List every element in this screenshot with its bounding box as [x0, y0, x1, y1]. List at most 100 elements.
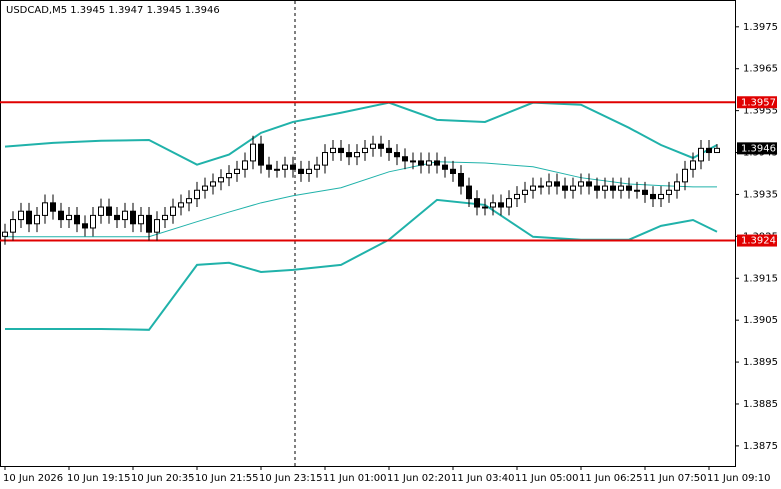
price-tag-label: 1.3957 — [741, 97, 776, 108]
candle-body — [146, 214, 152, 233]
candle-body — [98, 206, 104, 216]
candle-body — [258, 143, 264, 166]
candle-body — [650, 193, 656, 200]
candle-body — [290, 164, 296, 170]
candle-body — [34, 214, 40, 225]
price-tag — [737, 96, 777, 109]
candle-body — [394, 152, 400, 158]
band-line — [5, 161, 717, 238]
candle-body — [10, 219, 16, 233]
x-tick-label: 10 Jun 21:55 — [195, 473, 259, 484]
candle-body — [690, 160, 696, 170]
candle-body — [538, 185, 544, 188]
candle-body — [378, 143, 384, 149]
candle-body — [666, 189, 672, 195]
x-tick-label: 10 Jun 20:35 — [131, 473, 195, 484]
candle-body — [682, 168, 688, 183]
candle-body — [82, 223, 88, 229]
x-tick-label: 11 Jun 05:00 — [515, 473, 579, 484]
band-line — [4, 101, 718, 166]
candle-body — [162, 214, 168, 221]
candle-body — [114, 214, 120, 221]
candle-body — [506, 198, 512, 208]
candle-body — [562, 185, 568, 191]
candle-body — [330, 147, 336, 154]
price-tag-label: 1.3924 — [741, 236, 776, 247]
y-tick-label: 1.3905 — [743, 315, 778, 326]
y-tick-label: 1.3885 — [743, 399, 778, 410]
candle-body — [122, 210, 128, 221]
candle-body — [490, 202, 496, 208]
candle-body — [186, 198, 192, 204]
candle-body — [482, 206, 488, 209]
candle-body — [226, 172, 232, 179]
candle-body — [242, 160, 248, 170]
candle-body — [266, 164, 272, 170]
candle-body — [50, 202, 56, 212]
price-tag-label: 1.3946 — [741, 143, 776, 154]
candle-body — [706, 147, 712, 154]
candle-body — [674, 181, 680, 191]
y-tick-label: 1.3955 — [743, 106, 778, 117]
candle-body — [522, 189, 528, 195]
candle-body — [250, 143, 256, 162]
candle-body — [66, 214, 72, 221]
x-tick-label: 10 Jun 19:15 — [67, 473, 131, 484]
x-tick-label: 10 Jun 2026 — [3, 473, 63, 484]
y-tick-label: 1.3895 — [743, 357, 778, 368]
candle-body — [610, 185, 616, 191]
candle-body — [618, 185, 624, 191]
candle-body — [338, 147, 344, 154]
candle-body — [178, 202, 184, 208]
candle-body — [410, 160, 416, 163]
candle-body — [18, 210, 24, 221]
candle-body — [642, 189, 648, 195]
candle-body — [234, 168, 240, 174]
x-tick-label: 11 Jun 06:25 — [579, 473, 643, 484]
candle-body — [154, 219, 160, 233]
candle-body — [450, 168, 456, 174]
candle-body — [626, 185, 632, 191]
candle-body — [530, 185, 536, 191]
y-tick-label: 1.3965 — [743, 64, 778, 75]
candle-body — [218, 177, 224, 183]
candle-body — [58, 210, 64, 221]
candle-body — [386, 147, 392, 154]
candle-body — [346, 152, 352, 158]
band-line — [5, 198, 718, 331]
candle-body — [474, 198, 480, 208]
x-tick-label: 11 Jun 09:10 — [707, 473, 771, 484]
x-tick-label: 10 Jun 23:15 — [259, 473, 323, 484]
candle-body — [602, 185, 608, 191]
candle-body — [594, 185, 600, 191]
candle-body — [2, 231, 8, 237]
candle-body — [698, 147, 704, 162]
candle-body — [90, 214, 96, 229]
x-tick-label: 11 Jun 03:40 — [451, 473, 515, 484]
candle-body — [322, 152, 328, 166]
plot-frame — [0, 0, 736, 467]
candle-body — [514, 193, 520, 200]
candle-body — [130, 210, 136, 225]
candle-body — [370, 143, 376, 149]
candle-body — [306, 168, 312, 174]
candle-body — [194, 189, 200, 200]
candle-body — [498, 202, 504, 208]
price-tag — [737, 234, 777, 247]
chart-title: USDCAD,M5 1.3945 1.3947 1.3945 1.3946 — [6, 5, 220, 16]
candle-body — [274, 168, 280, 171]
candle-body — [362, 147, 368, 154]
candle-body — [658, 193, 664, 200]
candle-body — [434, 160, 440, 166]
candle-body — [554, 181, 560, 187]
candle-body — [466, 185, 472, 200]
candle-body — [138, 214, 144, 225]
candle-body — [570, 185, 576, 191]
candle-body — [202, 185, 208, 191]
candle-body — [586, 181, 592, 187]
candle-body — [298, 168, 304, 174]
candle-body — [546, 181, 552, 187]
candle-body — [714, 147, 720, 154]
x-tick-label: 11 Jun 01:00 — [323, 473, 387, 484]
